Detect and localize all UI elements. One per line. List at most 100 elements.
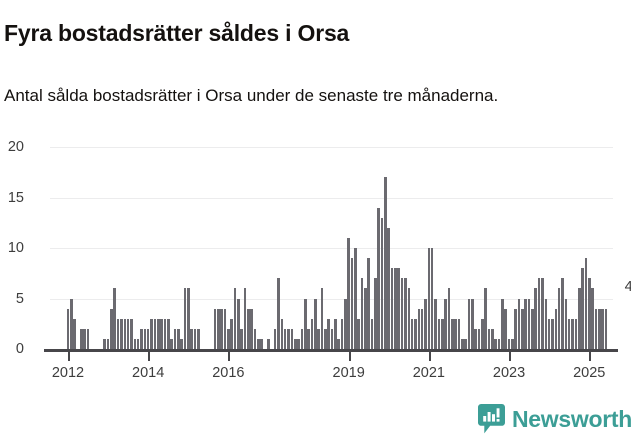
bar — [290, 328, 294, 349]
bar — [337, 338, 340, 349]
bar — [494, 338, 497, 349]
bar — [437, 318, 441, 349]
bar — [350, 258, 354, 349]
bar — [347, 237, 350, 349]
bar — [577, 288, 581, 349]
x-axis-tick-mark — [148, 352, 151, 361]
bar — [253, 328, 257, 349]
bar — [330, 328, 334, 349]
bar — [213, 308, 217, 349]
bar — [283, 328, 287, 349]
bar — [310, 318, 314, 349]
bar — [387, 227, 391, 349]
bar — [250, 308, 254, 349]
bar — [116, 318, 120, 349]
bar — [537, 278, 541, 349]
bar — [130, 318, 133, 349]
bar — [320, 288, 324, 349]
bar — [464, 338, 467, 349]
logo-wordmark: Newsworthy — [512, 405, 631, 432]
bar — [601, 308, 604, 349]
bar — [404, 278, 407, 349]
bar — [297, 338, 300, 349]
bar — [317, 328, 320, 349]
bar — [524, 298, 528, 349]
bar — [280, 318, 284, 349]
bar — [581, 268, 584, 349]
bar — [574, 318, 578, 349]
bar — [487, 328, 491, 349]
bar — [277, 278, 280, 349]
bar — [240, 328, 244, 349]
bar — [334, 318, 337, 349]
bar — [377, 207, 381, 349]
bar — [534, 288, 538, 349]
bar — [293, 338, 297, 349]
bar — [176, 328, 180, 349]
bar — [561, 278, 564, 349]
bar — [517, 298, 521, 349]
x-axis-tick-label: 2012 — [51, 365, 85, 381]
bar — [120, 318, 123, 349]
y-axis-tick-label: 10 — [7, 240, 24, 256]
bar — [427, 248, 431, 349]
bar — [260, 338, 264, 349]
bar — [370, 318, 374, 349]
bar — [80, 328, 83, 349]
bar — [384, 177, 387, 349]
bar — [477, 328, 481, 349]
bar — [484, 288, 487, 349]
bar — [123, 318, 127, 349]
bar — [287, 328, 290, 349]
bar — [420, 308, 424, 349]
bar — [180, 338, 183, 349]
bar — [447, 288, 451, 349]
bar — [567, 318, 571, 349]
bar — [531, 308, 534, 349]
bar — [173, 328, 177, 349]
bar — [584, 258, 588, 349]
bar — [190, 328, 193, 349]
bar — [564, 298, 568, 349]
bar — [414, 318, 417, 349]
bar — [597, 308, 601, 349]
bar — [450, 318, 454, 349]
bar — [460, 338, 464, 349]
bar — [300, 328, 304, 349]
bar-value-label: 4 — [624, 278, 631, 295]
bar — [481, 318, 484, 349]
bar — [156, 318, 160, 349]
bar — [551, 318, 554, 349]
bar — [367, 258, 370, 349]
bar — [467, 298, 471, 349]
gridline — [50, 197, 613, 199]
bar — [410, 318, 414, 349]
bar — [360, 278, 364, 349]
bar — [193, 328, 197, 349]
bar — [390, 268, 394, 349]
bar — [594, 308, 598, 349]
bar — [470, 298, 474, 349]
bar — [313, 298, 317, 349]
bar — [354, 248, 357, 349]
bar — [233, 288, 237, 349]
bar — [267, 338, 270, 349]
bar — [146, 328, 150, 349]
bar — [587, 278, 591, 349]
bar — [604, 308, 608, 349]
bar — [400, 278, 404, 349]
x-axis-tick-label: 2023 — [492, 365, 526, 381]
bar — [340, 318, 344, 349]
bar — [554, 308, 558, 349]
x-axis-tick-label: 2025 — [573, 365, 606, 381]
x-axis-tick-mark — [228, 352, 231, 361]
x-axis-tick-mark — [428, 352, 431, 361]
bar — [434, 298, 437, 349]
bar — [220, 308, 223, 349]
bar — [126, 318, 130, 349]
bar — [70, 298, 73, 349]
bar — [237, 298, 240, 349]
x-axis-tick-label: 2019 — [332, 365, 365, 381]
bar — [303, 298, 307, 349]
